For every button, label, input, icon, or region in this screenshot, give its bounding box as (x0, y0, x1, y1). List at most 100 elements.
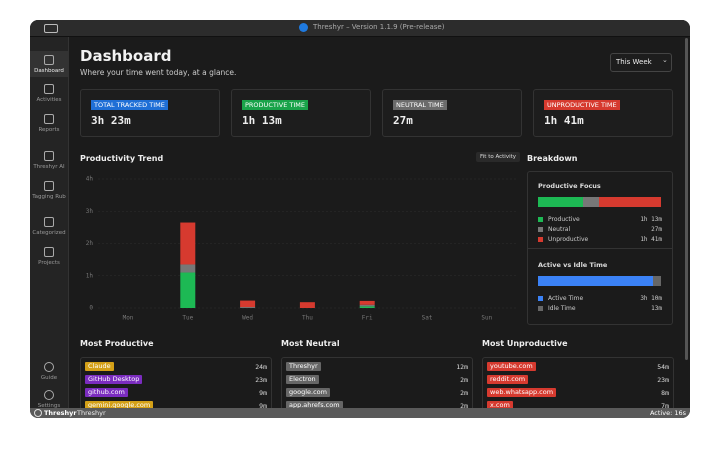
list-panel: youtube.com 54m reddit.com 23m web.whatsapp.… (482, 357, 674, 418)
bar-segment (240, 307, 256, 308)
legend-swatch (538, 237, 543, 242)
window-title: Threshyr – Version 1.1.9 (Pre-release) (313, 23, 445, 31)
nav-label: Threshyr AI (33, 164, 65, 170)
x-tick-label: Wed (242, 315, 253, 322)
nav-icon (44, 84, 54, 94)
nav-icon (44, 247, 54, 257)
stat-value: 27m (393, 114, 413, 127)
app-tag: x.com (487, 401, 513, 410)
app-time: 9m (259, 389, 267, 397)
nav-item[interactable]: Reports (30, 110, 68, 136)
list-title: Most Unproductive (482, 339, 568, 348)
app-time: 23m (657, 376, 669, 384)
legend-value: 1h 13m (640, 216, 662, 223)
nav-icon (44, 362, 54, 372)
nav-label: Reports (38, 127, 60, 133)
status-bar: Threshyr Threshyr Active: 16s (30, 408, 690, 418)
title-bar: Threshyr – Version 1.1.9 (Pre-release) (30, 20, 690, 37)
bar-segment (180, 264, 196, 273)
status-active: Active: 16s (649, 409, 686, 417)
legend-value: 3h 10m (640, 295, 662, 302)
bar-segment (359, 306, 375, 308)
stat-card: UNPRODUCTIVE TIME 1h 41m (533, 89, 673, 137)
app-tag: gemini.google.com (85, 401, 154, 410)
app-tag: web.whatsapp.com (487, 388, 557, 397)
group-title: Productive Focus (538, 182, 601, 190)
fit-button[interactable]: Fit to Activity (476, 152, 521, 162)
chevron: ⌄ (662, 56, 668, 64)
app-time: 2m (460, 402, 468, 410)
breakdown-panel: Productive Focus Productive 1h 13m Neutral 2… (527, 171, 673, 325)
list-title: Most Productive (80, 339, 154, 348)
nav-label: Guide (40, 375, 58, 381)
stat-label: TOTAL TRACKED TIME (91, 100, 168, 110)
nav-label: Activities (36, 97, 62, 103)
legend-label: Idle Time (548, 305, 576, 312)
bar-segment (359, 300, 375, 305)
legend-value: 13m (651, 305, 662, 312)
group-title: Active vs Idle Time (538, 261, 608, 269)
sidebar: Dashboard Activities Reports Threshyr AI Tag… (30, 37, 69, 409)
status-icon (34, 409, 42, 417)
nav-item[interactable]: Dashboard (30, 51, 68, 77)
legend-label: Productive (548, 216, 580, 223)
nav-icon (44, 390, 54, 400)
nav-label: Categorized (32, 230, 66, 236)
nav-label: Settings (37, 403, 61, 409)
trend-chart: 0 1h 2h 3h 4h Mon Tue Wed Thu Fri Sat Sun (86, 176, 517, 322)
nav-item[interactable]: Projects (30, 243, 68, 269)
nav-item[interactable]: Guide (30, 358, 68, 384)
legend-value: 1h 41m (640, 236, 662, 243)
page-title: Dashboard (80, 47, 172, 65)
app-tag: Electron (286, 375, 319, 384)
nav-item[interactable]: Tagging Rub (30, 177, 68, 203)
x-tick-label: Tue (182, 315, 193, 322)
range-select[interactable]: This Week ⌄ (610, 53, 672, 72)
app-tag: google.com (286, 388, 330, 397)
legend-swatch (538, 296, 543, 301)
app-time: 24m (255, 363, 267, 371)
x-tick-label: Sun (481, 315, 492, 322)
sidebar-toggle[interactable] (44, 24, 58, 33)
nav-icon (44, 217, 54, 227)
legend-swatch (538, 227, 543, 232)
nav-label: Dashboard (34, 68, 64, 74)
y-tick-label: 2h (86, 240, 94, 247)
bar-segment (299, 302, 315, 308)
status-page: Threshyr (77, 409, 106, 417)
nav-item[interactable]: Threshyr AI (30, 147, 68, 173)
x-tick-label: Thu (302, 315, 313, 322)
stat-label: PRODUCTIVE TIME (242, 100, 308, 110)
x-tick-label: Mon (123, 315, 134, 322)
divider (528, 248, 672, 249)
legend-swatch (538, 217, 543, 222)
nav-icon (44, 114, 54, 124)
nav-item[interactable]: Settings (30, 386, 68, 412)
app-tag: GitHub Desktop (85, 375, 143, 384)
stat-card: NEUTRAL TIME 27m (382, 89, 522, 137)
bar-segment (582, 197, 600, 207)
legend-label: Neutral (548, 226, 571, 233)
bar-segment (359, 304, 375, 307)
stat-card: TOTAL TRACKED TIME 3h 23m (80, 89, 220, 137)
nav-label: Projects (38, 260, 60, 266)
app-tag: reddit.com (487, 375, 529, 384)
app-time: 2m (460, 376, 468, 384)
scrollbar[interactable] (685, 38, 688, 360)
y-tick-label: 1h (86, 272, 94, 279)
bar-segment (538, 276, 654, 286)
nav-icon (44, 181, 54, 191)
y-tick-label: 3h (86, 208, 94, 215)
app-time: 7m (661, 402, 669, 410)
nav-item[interactable]: Activities (30, 80, 68, 106)
stat-value: 3h 23m (91, 114, 131, 127)
nav-label: Tagging Rub (32, 194, 66, 200)
app-tag: youtube.com (487, 362, 536, 371)
nav-icon (44, 151, 54, 161)
range-label: This Week (616, 58, 652, 66)
page-subtitle: Where your time went today, at a glance. (80, 68, 237, 77)
trend-title: Productivity Trend (80, 154, 164, 163)
nav-item[interactable]: Categorized (30, 213, 68, 239)
x-tick-label: Fri (362, 315, 373, 322)
app-time: 2m (460, 389, 468, 397)
